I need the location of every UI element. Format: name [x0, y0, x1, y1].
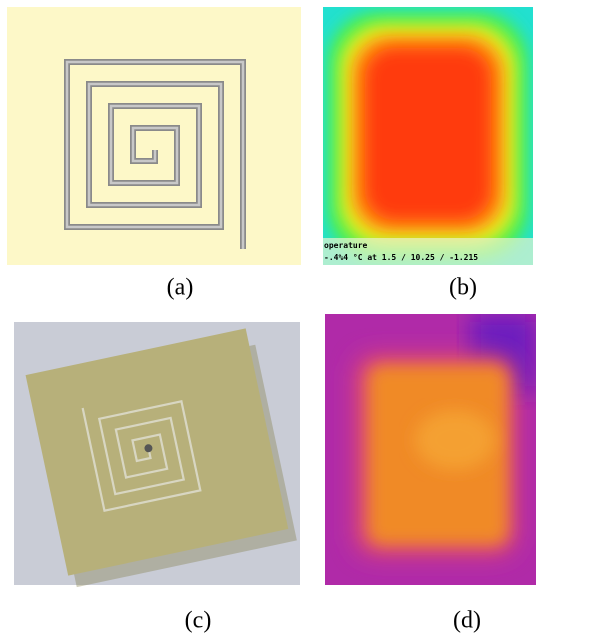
panel-d [325, 314, 536, 585]
panel-label: (a) [167, 275, 194, 301]
panel-label: (c) [185, 608, 212, 634]
panel-label: (d) [453, 608, 481, 634]
panel-c [14, 322, 300, 588]
panel-label: (b) [449, 275, 477, 301]
panel-a [7, 7, 301, 265]
figure: operature -.4%4 °C at 1.5 / 10.25 / -1.2… [0, 0, 602, 636]
overlay-text: operature [324, 241, 368, 250]
panel-b: operature -.4%4 °C at 1.5 / 10.25 / -1.2… [323, 7, 533, 265]
overlay-text: -.4%4 °C at 1.5 / 10.25 / -1.215 [324, 253, 478, 262]
